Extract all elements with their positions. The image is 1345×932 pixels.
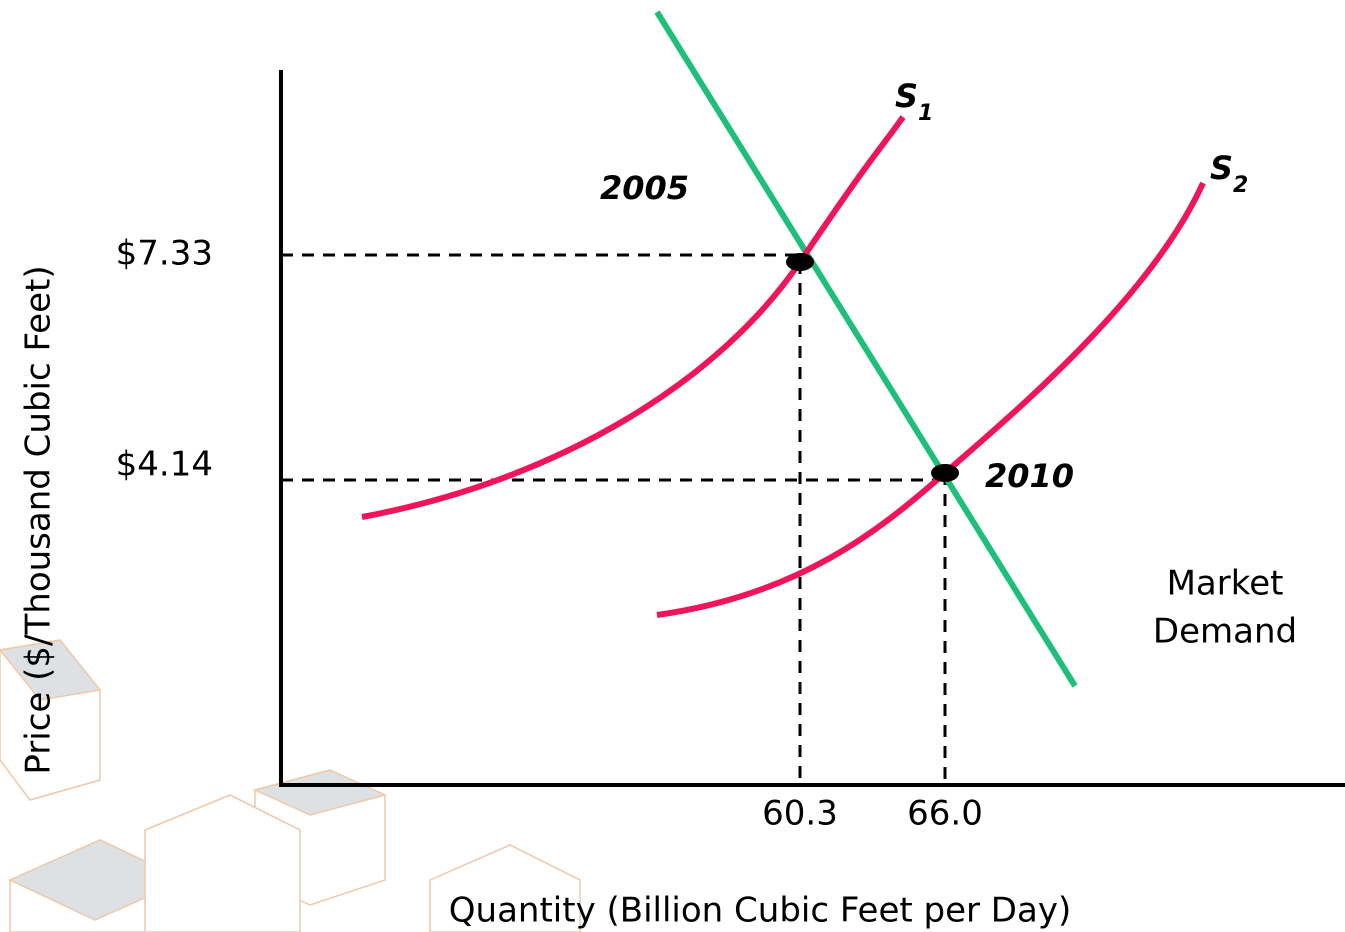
y-axis-title: Price ($/Thousand Cubic Feet)	[19, 265, 59, 774]
background-cubes	[0, 639, 581, 932]
supply-letter: S	[1210, 149, 1233, 187]
price-label: $4.14	[116, 445, 213, 485]
demand-label: Demand	[1153, 612, 1297, 652]
quantity-label: 60.3	[762, 794, 838, 834]
supply-letter: S	[895, 77, 918, 115]
demand-label: Market	[1167, 564, 1284, 604]
supply-curve-1	[361, 115, 906, 520]
equilibrium-point	[931, 464, 959, 482]
x-axis-title: Quantity (Billion Cubic Feet per Day)	[449, 891, 1071, 931]
supply-subscript: 1	[918, 101, 933, 126]
year-label: 2005	[600, 169, 689, 207]
demand-curve	[654, 10, 1078, 688]
price-label: $7.33	[116, 234, 213, 274]
supply-subscript: 2	[1233, 173, 1248, 198]
guide-2010	[281, 473, 947, 785]
year-label: 2010	[985, 457, 1074, 495]
guide-2005	[281, 253, 802, 785]
equilibrium-point	[786, 253, 814, 271]
supply-curve-2	[656, 181, 1206, 618]
quantity-label: 66.0	[907, 794, 983, 834]
